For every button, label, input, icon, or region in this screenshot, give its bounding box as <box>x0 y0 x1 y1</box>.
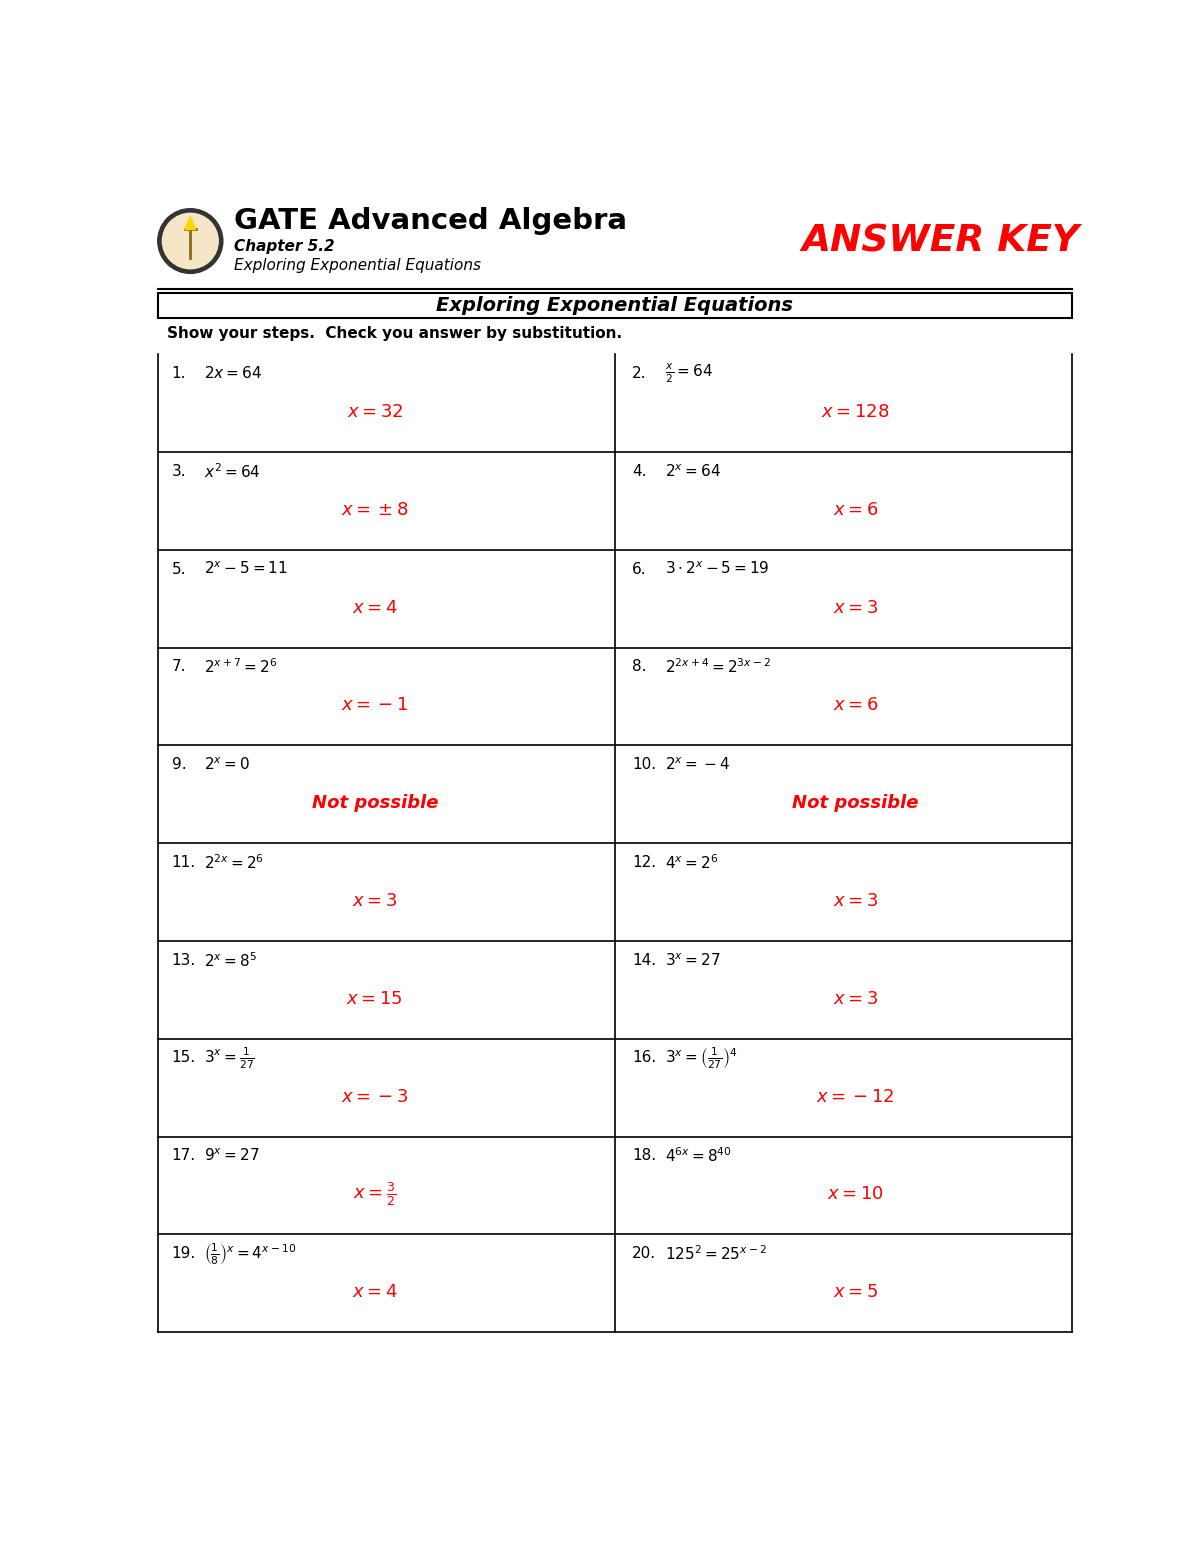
Text: 14.: 14. <box>632 952 656 968</box>
Text: 17.: 17. <box>172 1148 196 1163</box>
Text: $2^x - 5 = 11$: $2^x - 5 = 11$ <box>204 561 288 578</box>
Text: Exploring Exponential Equations: Exploring Exponential Equations <box>234 258 481 273</box>
Text: GATE Advanced Algebra: GATE Advanced Algebra <box>234 207 626 235</box>
Circle shape <box>162 213 218 269</box>
Text: $x = 128$: $x = 128$ <box>821 402 889 421</box>
Text: 18.: 18. <box>632 1148 656 1163</box>
Text: 15.: 15. <box>172 1050 196 1065</box>
Text: $x = 3$: $x = 3$ <box>352 891 397 910</box>
Text: ANSWER KEY: ANSWER KEY <box>802 224 1080 259</box>
Text: $x = 15$: $x = 15$ <box>347 989 403 1008</box>
Text: 1.: 1. <box>172 367 186 380</box>
Text: $4^x = 2^6$: $4^x = 2^6$ <box>665 853 719 871</box>
Text: $2^{2x} = 2^6$: $2^{2x} = 2^6$ <box>204 853 264 871</box>
Text: $2^{2x+4} = 2^{3x-2}$: $2^{2x+4} = 2^{3x-2}$ <box>665 657 772 676</box>
Text: $x = -12$: $x = -12$ <box>816 1087 894 1106</box>
Text: $2^x = 64$: $2^x = 64$ <box>665 463 721 480</box>
Text: 2.: 2. <box>632 367 647 380</box>
Text: $2^x = 8^5$: $2^x = 8^5$ <box>204 950 257 969</box>
Text: $2^{x+7} = 2^6$: $2^{x+7} = 2^6$ <box>204 657 277 676</box>
Text: $3^x = 27$: $3^x = 27$ <box>665 952 721 969</box>
Text: $x = 4$: $x = 4$ <box>352 598 397 617</box>
Text: 9.: 9. <box>172 758 186 772</box>
Text: Chapter 5.2: Chapter 5.2 <box>234 239 335 255</box>
Text: $x = 5$: $x = 5$ <box>833 1283 877 1301</box>
Text: $2^x = -4$: $2^x = -4$ <box>665 756 731 773</box>
Text: Not possible: Not possible <box>312 794 438 812</box>
Text: $x = 6$: $x = 6$ <box>833 500 878 519</box>
Text: 20.: 20. <box>632 1246 656 1261</box>
Text: $3^x = \left(\frac{1}{27}\right)^4$: $3^x = \left(\frac{1}{27}\right)^4$ <box>665 1045 738 1072</box>
Text: 8.: 8. <box>632 660 647 674</box>
Text: $x = 32$: $x = 32$ <box>347 402 403 421</box>
Text: Exploring Exponential Equations: Exploring Exponential Equations <box>437 295 793 315</box>
Text: $x = \pm8$: $x = \pm8$ <box>341 500 408 519</box>
Text: $x = 3$: $x = 3$ <box>833 891 878 910</box>
FancyBboxPatch shape <box>157 292 1073 318</box>
Text: $125^2 = 25^{x-2}$: $125^2 = 25^{x-2}$ <box>665 1244 767 1263</box>
Text: $x = \frac{3}{2}$: $x = \frac{3}{2}$ <box>353 1180 396 1208</box>
Text: $x^2 = 64$: $x^2 = 64$ <box>204 461 260 480</box>
Text: 3.: 3. <box>172 464 186 478</box>
Text: 13.: 13. <box>172 952 196 968</box>
Text: $4^{6x} = 8^{40}$: $4^{6x} = 8^{40}$ <box>665 1146 732 1165</box>
Text: $x = 3$: $x = 3$ <box>833 598 878 617</box>
Text: $2^x = 0$: $2^x = 0$ <box>204 756 251 773</box>
Text: 4.: 4. <box>632 464 647 478</box>
Text: $x = -3$: $x = -3$ <box>341 1087 408 1106</box>
Text: $x = -1$: $x = -1$ <box>341 696 408 714</box>
Text: 10.: 10. <box>632 758 656 772</box>
Text: Not possible: Not possible <box>792 794 918 812</box>
Text: 11.: 11. <box>172 854 196 870</box>
Text: 7.: 7. <box>172 660 186 674</box>
Text: 19.: 19. <box>172 1246 196 1261</box>
Text: $x = 3$: $x = 3$ <box>833 989 878 1008</box>
Text: 16.: 16. <box>632 1050 656 1065</box>
Text: $2x = 64$: $2x = 64$ <box>204 365 262 382</box>
Text: 12.: 12. <box>632 854 656 870</box>
Text: $3 \cdot 2^x - 5 = 19$: $3 \cdot 2^x - 5 = 19$ <box>665 561 770 578</box>
Text: $9^x = 27$: $9^x = 27$ <box>204 1148 259 1165</box>
Text: $3^x = \frac{1}{27}$: $3^x = \frac{1}{27}$ <box>204 1045 256 1070</box>
Text: Show your steps.  Check you answer by substitution.: Show your steps. Check you answer by sub… <box>167 326 622 342</box>
Text: 6.: 6. <box>632 562 647 576</box>
Text: $\left(\frac{1}{8}\right)^x = 4^{x-10}$: $\left(\frac{1}{8}\right)^x = 4^{x-10}$ <box>204 1241 296 1267</box>
Circle shape <box>157 208 223 273</box>
Polygon shape <box>185 216 196 230</box>
Text: $x = 10$: $x = 10$ <box>827 1185 883 1204</box>
Text: 5.: 5. <box>172 562 186 576</box>
Text: $x = 4$: $x = 4$ <box>352 1283 397 1301</box>
Text: $x = 6$: $x = 6$ <box>833 696 878 714</box>
Text: $\frac{x}{2} = 64$: $\frac{x}{2} = 64$ <box>665 362 714 385</box>
